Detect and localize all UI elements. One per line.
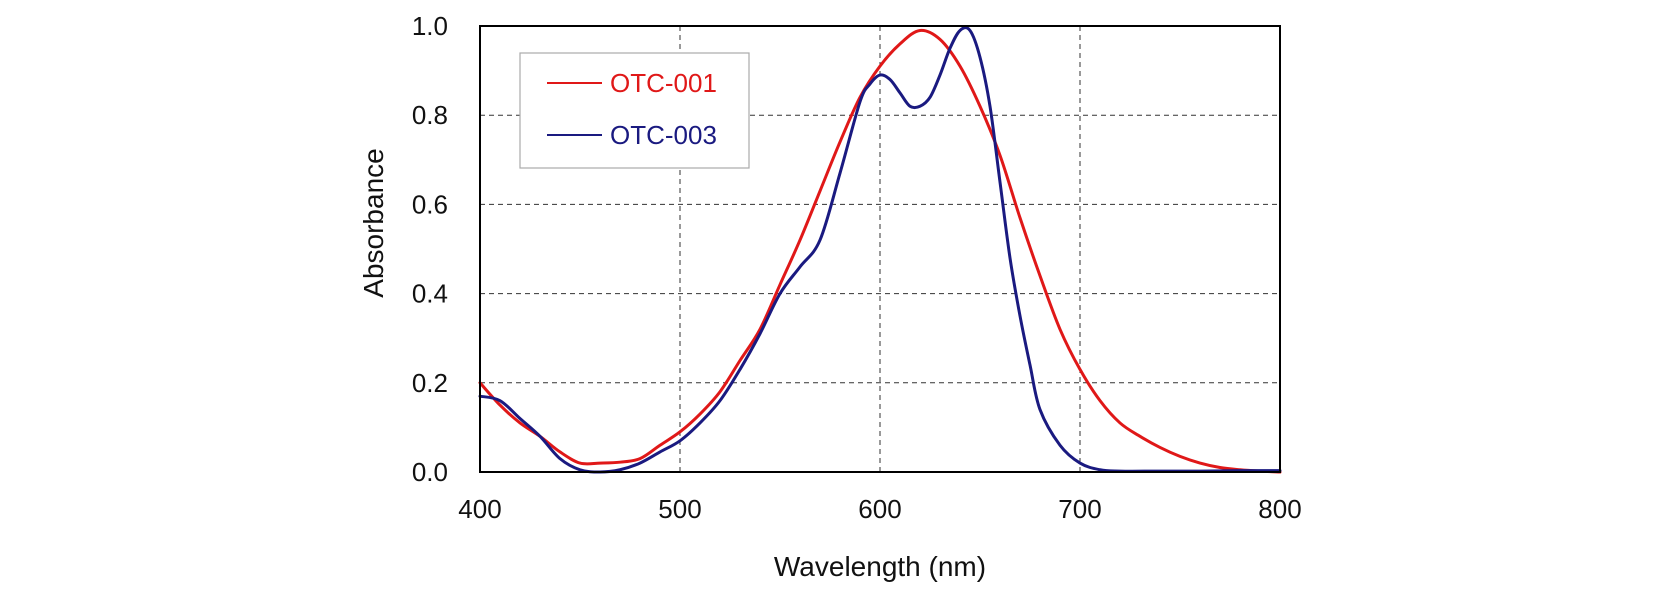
y-tick-label: 0.0 [412, 457, 448, 487]
legend: OTC-001 OTC-003 [519, 52, 750, 169]
y-axis-label: Absorbance [358, 148, 389, 297]
x-tick-label: 500 [658, 494, 701, 524]
x-tick-label: 600 [858, 494, 901, 524]
tick-labels: 400 500 600 700 800 0.0 0.2 0.4 0.6 0.8 1.0 [412, 11, 1302, 524]
legend-label-otc-001: OTC-001 [610, 68, 717, 98]
x-tick-label: 700 [1058, 494, 1101, 524]
legend-label-otc-003: OTC-003 [610, 120, 717, 150]
series-line-otc-003 [478, 26, 1282, 474]
y-tick-label: 1.0 [412, 11, 448, 41]
series-lines [478, 26, 1282, 474]
y-tick-label: 0.6 [412, 189, 448, 219]
legend-box [519, 52, 750, 169]
x-tick-label: 800 [1258, 494, 1301, 524]
y-tick-label: 0.8 [412, 100, 448, 130]
grid-lines [480, 26, 1280, 472]
y-tick-label: 0.4 [412, 279, 448, 309]
x-axis-label: Wavelength (nm) [774, 551, 986, 582]
x-tick-label: 400 [458, 494, 501, 524]
y-tick-label: 0.2 [412, 368, 448, 398]
plot-frame [479, 25, 1281, 473]
series-line-otc-001 [478, 28, 1282, 474]
